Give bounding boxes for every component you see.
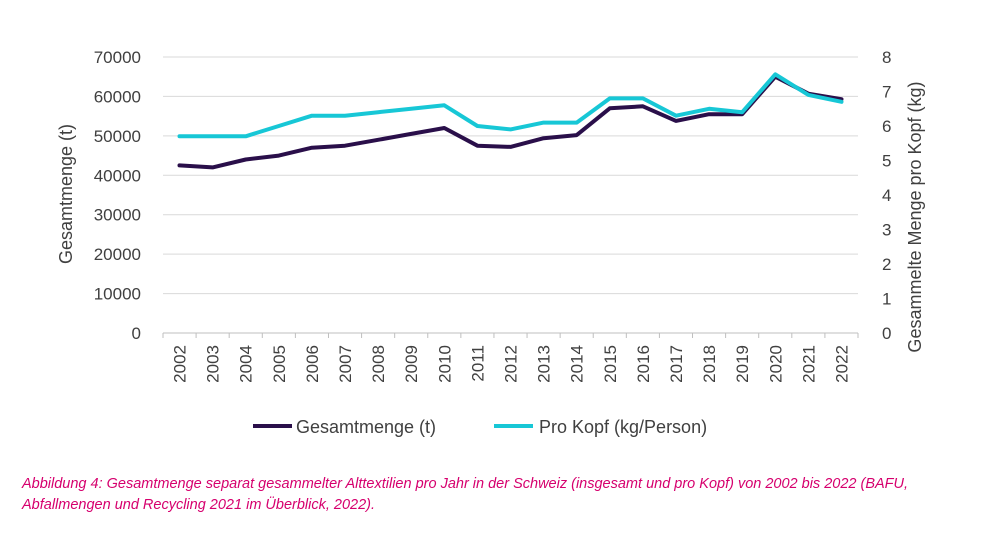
- x-tick-label: 2011: [468, 345, 487, 382]
- right-tick-label: 2: [882, 255, 891, 274]
- x-tick-label: 2002: [171, 345, 190, 383]
- left-axis-ticks: 0 10000 20000 30000 40000 50000 60000 70000: [94, 48, 141, 343]
- left-tick-label: 60000: [94, 87, 141, 106]
- x-tick-label: 2020: [766, 345, 785, 383]
- series-line-gesamtmenge: [177, 74, 844, 170]
- right-tick-label: 5: [882, 152, 891, 171]
- x-tick-label: 2010: [435, 345, 454, 383]
- x-tick-label: 2018: [700, 345, 719, 383]
- left-tick-label: 10000: [94, 285, 141, 304]
- left-tick-label: 40000: [94, 166, 141, 185]
- x-tick-label: 2017: [667, 345, 686, 383]
- legend: Gesamtmenge (t) Pro Kopf (kg/Person): [253, 417, 707, 437]
- right-axis-ticks: 0 1 2 3 4 5 6 7 8: [882, 48, 891, 343]
- legend-label-gesamtmenge: Gesamtmenge (t): [296, 417, 436, 437]
- x-tick-label: 2007: [336, 345, 355, 383]
- right-tick-label: 6: [882, 117, 891, 136]
- right-tick-label: 1: [882, 290, 891, 309]
- line-chart: 0 10000 20000 30000 40000 50000 60000 70000 0 1 2…: [56, 48, 925, 437]
- figure-caption: Abbildung 4: Gesamtmenge separat gesamme…: [22, 476, 909, 513]
- left-tick-label: 50000: [94, 127, 141, 146]
- left-tick-label: 0: [132, 324, 141, 343]
- right-tick-label: 7: [882, 83, 891, 102]
- right-tick-label: 8: [882, 48, 891, 67]
- legend-label-pro-kopf: Pro Kopf (kg/Person): [539, 417, 707, 437]
- right-tick-label: 4: [882, 186, 891, 205]
- right-axis-title: Gesammelte Menge pro Kopf (kg): [905, 81, 925, 352]
- x-tick-label: 2015: [601, 345, 620, 383]
- right-tick-label: 3: [882, 221, 891, 240]
- x-tick-label: 2022: [832, 345, 851, 383]
- x-tick-label: 2019: [733, 345, 752, 383]
- right-tick-label: 0: [882, 324, 891, 343]
- left-axis-title: Gesamtmenge (t): [56, 124, 76, 264]
- left-tick-label: 70000: [94, 48, 141, 67]
- x-tick-label: 2009: [402, 345, 421, 383]
- x-tick-label: 2012: [502, 345, 521, 383]
- series-lines: [177, 72, 844, 170]
- x-tick-label: 2014: [568, 345, 587, 383]
- gridlines: [163, 56, 858, 334]
- x-tick-label: 2003: [204, 345, 223, 383]
- x-tick-label: 2021: [799, 345, 818, 383]
- left-tick-label: 30000: [94, 206, 141, 225]
- left-tick-label: 20000: [94, 245, 141, 264]
- x-tick-label: 2016: [634, 345, 653, 383]
- x-tick-label: 2013: [535, 345, 554, 383]
- x-tick-label: 2005: [270, 345, 289, 383]
- x-tick-label: 2008: [369, 345, 388, 383]
- x-tick-label: 2006: [303, 345, 322, 383]
- x-axis-ticks: 2002 2003 2004 2005 2006 2007 2008 2009 2010 2011…: [162, 333, 859, 383]
- x-tick-label: 2004: [237, 345, 256, 383]
- series-line-pro-kopf: [177, 72, 844, 139]
